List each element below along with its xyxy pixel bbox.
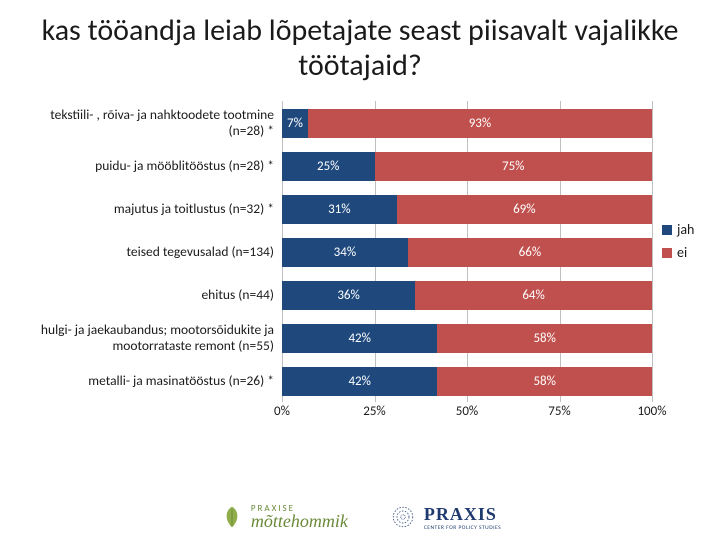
swatch-jah	[662, 225, 672, 235]
logo-left-text: PRAXISE mõttehommik	[251, 503, 348, 532]
bar-segment-ei: 66%	[408, 238, 652, 267]
slide: kas tööandja leiab lõpetajate seast piis…	[0, 0, 720, 540]
swatch-ei	[662, 248, 672, 258]
legend-label-ei: ei	[677, 244, 687, 261]
bar-segment-jah: 42%	[282, 324, 437, 353]
logo-praxis: PRAXIS CENTER FOR POLICY STUDIES	[388, 502, 501, 532]
axis-tick: 50%	[456, 404, 478, 419]
category-label: puidu- ja mööblitööstus (n=28) *	[20, 158, 282, 174]
leaf-icon	[219, 504, 245, 530]
axis-tick: 0%	[274, 404, 290, 419]
logo-right-text: PRAXIS CENTER FOR POLICY STUDIES	[424, 504, 501, 531]
category-label: ehitus (n=44)	[20, 287, 282, 303]
chart-row: hulgi- ja jaekaubandus; mootorsõidukite …	[20, 316, 652, 359]
logo-right-brand: PRAXIS	[424, 504, 501, 525]
bar-segment-ei: 58%	[437, 324, 652, 353]
category-label: hulgi- ja jaekaubandus; mootorsõidukite …	[20, 322, 282, 353]
axis-tick: 25%	[363, 404, 385, 419]
chart-row: majutus ja toitlustus (n=32) *31%69%	[20, 187, 652, 230]
legend-label-jah: jah	[677, 221, 694, 238]
bar-segment-ei: 69%	[397, 195, 652, 224]
chart-row: tekstiili- , rõiva- ja nahktoodete tootm…	[20, 101, 652, 144]
ring-icon	[388, 502, 418, 532]
bar-segment-ei: 58%	[437, 367, 652, 396]
axis-tick: 75%	[548, 404, 570, 419]
bar-track: 7%93%	[282, 108, 652, 138]
bar-segment-ei: 93%	[308, 109, 652, 138]
bar-segment-ei: 75%	[375, 152, 653, 181]
bar-track: 34%66%	[282, 237, 652, 267]
logo-mottehommik: PRAXISE mõttehommik	[219, 503, 348, 532]
bar-segment-jah: 42%	[282, 367, 437, 396]
bar-track: 36%64%	[282, 280, 652, 310]
bar-track: 42%58%	[282, 366, 652, 396]
bar-segment-jah: 25%	[282, 152, 375, 181]
bar-track: 25%75%	[282, 151, 652, 181]
chart-row: metalli- ja masinatööstus (n=26) *42%58%	[20, 359, 652, 402]
category-label: metalli- ja masinatööstus (n=26) *	[20, 373, 282, 389]
chart-row: ehitus (n=44)36%64%	[20, 273, 652, 316]
category-label: tekstiili- , rõiva- ja nahktoodete tootm…	[20, 107, 282, 138]
legend-item-jah: jah	[662, 221, 700, 238]
logo-left-sub: mõttehommik	[251, 511, 348, 532]
chart-area: tekstiili- , rõiva- ja nahktoodete tootm…	[20, 101, 700, 426]
bar-track: 31%69%	[282, 194, 652, 224]
footer-logos: PRAXISE mõttehommik PRAXIS CENTER FOR PO…	[0, 502, 720, 532]
bar-segment-jah: 36%	[282, 281, 415, 310]
x-axis: 0%25%50%75%100%	[20, 402, 652, 426]
chart-row: puidu- ja mööblitööstus (n=28) *25%75%	[20, 144, 652, 187]
legend: jah ei	[652, 101, 700, 267]
category-label: teised tegevusalad (n=134)	[20, 244, 282, 260]
bar-segment-jah: 7%	[282, 109, 308, 138]
axis-tick: 100%	[637, 404, 666, 419]
legend-item-ei: ei	[662, 244, 700, 261]
bar-segment-jah: 34%	[282, 238, 408, 267]
bar-track: 42%58%	[282, 323, 652, 353]
plot-column: tekstiili- , rõiva- ja nahktoodete tootm…	[20, 101, 652, 426]
page-title: kas tööandja leiab lõpetajate seast piis…	[20, 14, 700, 83]
logo-right-sub: CENTER FOR POLICY STUDIES	[424, 525, 501, 531]
bar-segment-jah: 31%	[282, 195, 397, 224]
bars-wrap: tekstiili- , rõiva- ja nahktoodete tootm…	[20, 101, 652, 402]
category-label: majutus ja toitlustus (n=32) *	[20, 201, 282, 217]
bar-segment-ei: 64%	[415, 281, 652, 310]
chart-row: teised tegevusalad (n=134)34%66%	[20, 230, 652, 273]
